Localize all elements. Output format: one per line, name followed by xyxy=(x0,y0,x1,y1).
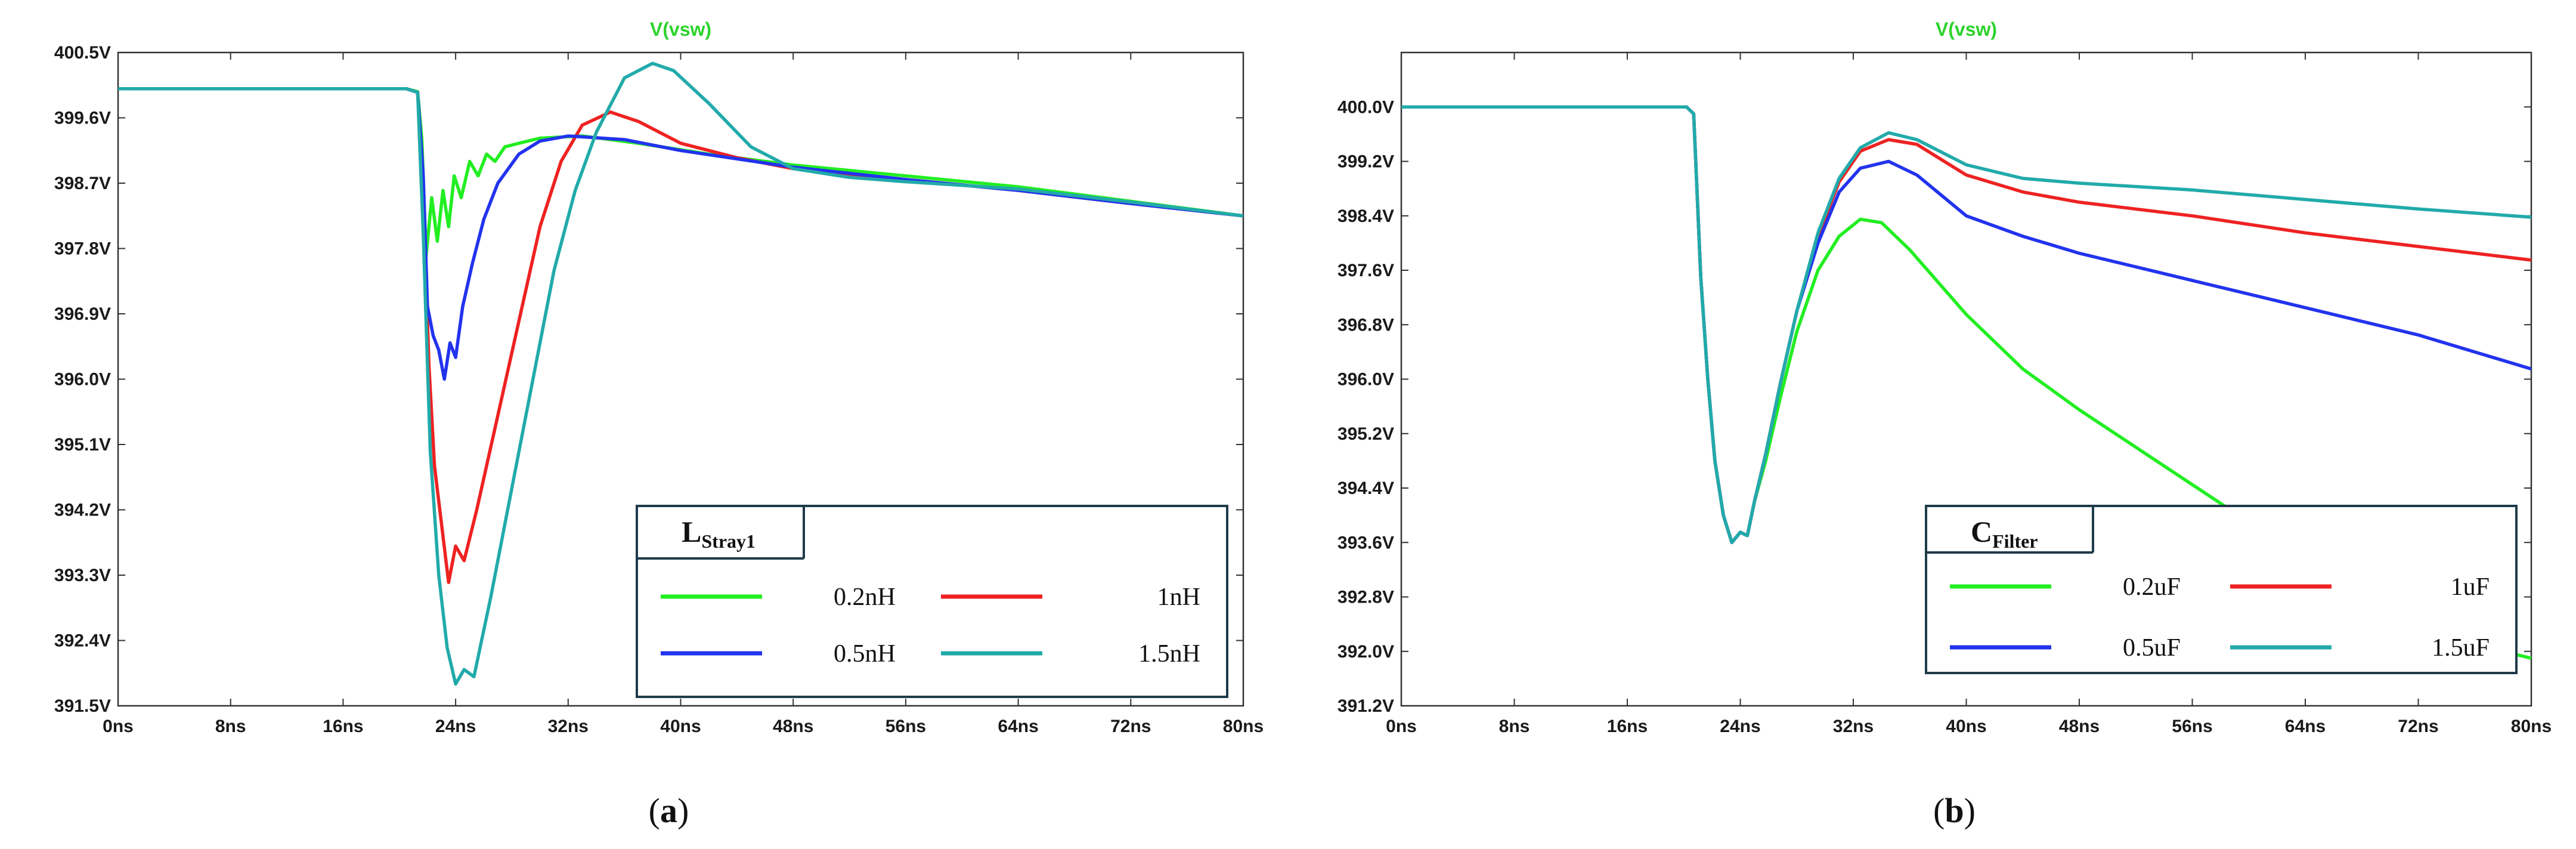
y-tick-label: 396.0V xyxy=(54,370,111,390)
chart-panel-b: V(vsw) 0ns 8ns 16ns 24ns 32ns 40ns 48ns 56ns 64ns… xyxy=(1337,18,2552,830)
y-tick-label: 394.2V xyxy=(54,501,111,520)
x-tick-label: 72ns xyxy=(1110,717,1151,736)
chart-title: V(vsw) xyxy=(650,18,711,40)
x-tick-label: 16ns xyxy=(1607,717,1648,736)
x-tick-label: 40ns xyxy=(1946,717,1986,736)
y-tick-label: 393.3V xyxy=(54,566,111,585)
x-tick-label: 24ns xyxy=(1720,717,1760,736)
y-tick-label: 396.8V xyxy=(1337,315,1394,335)
legend-label-1.5uF: 1.5uF xyxy=(2432,634,2490,662)
chart-panel-a: V(vsw) 0ns 8ns 16ns 24ns 32ns 40ns 48ns 56ns 64ns… xyxy=(54,18,1264,830)
legend-label-0.5uF: 0.5uF xyxy=(2123,634,2181,662)
y-tick-label: 399.6V xyxy=(54,109,111,128)
series-line-1.5uF xyxy=(1401,105,2531,544)
legend-label-1uF: 1uF xyxy=(2451,573,2490,601)
y-tick-label: 397.6V xyxy=(1337,261,1394,280)
legend-label-0.5nH: 0.5nH xyxy=(834,640,896,668)
x-tick-label: 80ns xyxy=(2511,717,2552,736)
x-tick-label: 64ns xyxy=(998,717,1038,736)
y-tick-label: 400.5V xyxy=(54,43,111,63)
y-tick-label: 395.2V xyxy=(1337,424,1394,444)
legend-title: LStray1 xyxy=(682,515,756,552)
x-tick-label: 40ns xyxy=(660,717,701,736)
legend-title: CFilter xyxy=(1971,515,2038,552)
legend-label-1.5nH: 1.5nH xyxy=(1138,640,1200,668)
x-tick-label: 80ns xyxy=(1223,717,1264,736)
x-tick-label: 24ns xyxy=(435,717,476,736)
x-tick-label: 48ns xyxy=(773,717,813,736)
y-tick-label: 394.4V xyxy=(1337,478,1394,498)
legend-label-1nH: 1nH xyxy=(1157,584,1200,611)
x-tick-label: 32ns xyxy=(548,717,589,736)
y-tick-label: 399.2V xyxy=(1337,152,1394,172)
x-tick-label: 64ns xyxy=(2285,717,2326,736)
y-tick-label: 391.2V xyxy=(1337,696,1394,716)
legend-box xyxy=(636,505,1228,698)
y-tick-label: 392.0V xyxy=(1337,642,1394,662)
x-tick-label: 48ns xyxy=(2059,717,2100,736)
y-tick-label: 396.9V xyxy=(54,304,111,324)
legend: LStray1 0.2nH 1nH 0.5nH 1.5nH xyxy=(636,505,1228,698)
x-tick-label: 56ns xyxy=(2172,717,2212,736)
y-tick-label: 397.8V xyxy=(54,239,111,259)
legend-box xyxy=(1925,505,2518,674)
x-tick-label: 8ns xyxy=(215,717,246,736)
x-tick-label: 72ns xyxy=(2398,717,2438,736)
y-tick-label: 398.7V xyxy=(54,174,111,193)
chart-title: V(vsw) xyxy=(1936,18,1997,40)
y-tick-label: 398.4V xyxy=(1337,206,1394,226)
x-tick-label: 8ns xyxy=(1499,717,1530,736)
y-tick-label: 392.8V xyxy=(1337,588,1394,607)
legend: CFilter 0.2uF 1uF 0.5uF 1.5uF xyxy=(1925,505,2518,674)
y-tick-label: 392.4V xyxy=(54,631,111,651)
series-line-0.5nH xyxy=(118,87,1243,381)
legend-label-0.2uF: 0.2uF xyxy=(2123,573,2181,601)
panel-caption: (b) xyxy=(1933,791,1976,830)
x-tick-label: 32ns xyxy=(1833,717,1874,736)
y-tick-label: 395.1V xyxy=(54,435,111,455)
legend-label-0.2nH: 0.2nH xyxy=(834,584,896,611)
y-tick-label: 400.0V xyxy=(1337,97,1394,117)
panel-caption: (a) xyxy=(649,791,689,830)
x-tick-label: 16ns xyxy=(323,717,363,736)
series-line-1.5nH xyxy=(118,61,1243,686)
x-tick-label: 0ns xyxy=(1386,717,1417,736)
y-tick-label: 391.5V xyxy=(54,696,111,716)
y-tick-label: 393.6V xyxy=(1337,533,1394,552)
y-tick-label: 396.0V xyxy=(1337,370,1394,390)
x-tick-label: 0ns xyxy=(103,717,134,736)
x-tick-label: 56ns xyxy=(886,717,926,736)
